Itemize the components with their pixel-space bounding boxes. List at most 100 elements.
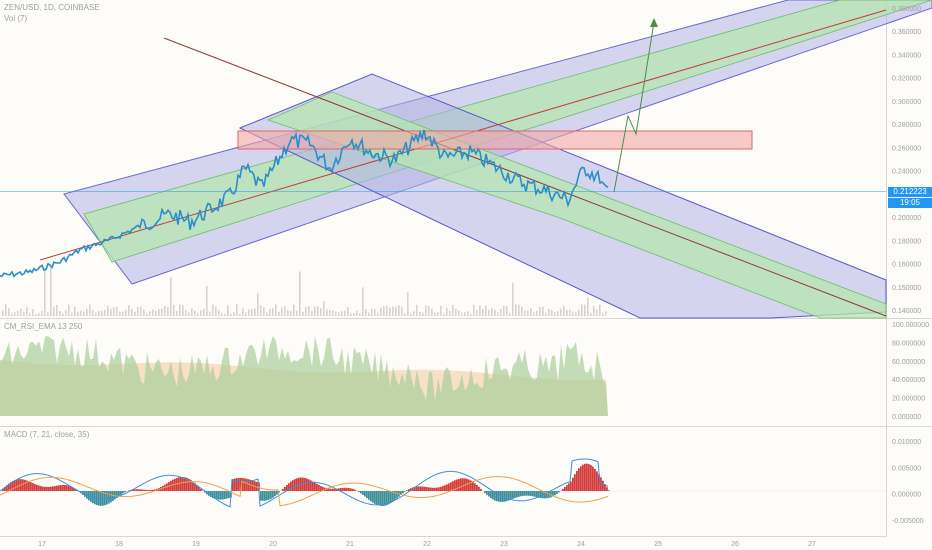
falling-median-line[interactable] [163,37,887,317]
volume-bar [536,311,538,316]
macd-axis[interactable]: 0.010000 0.005000 0.000000 -0.005000 [892,439,924,525]
projection-path[interactable] [613,21,655,193]
macd-bar [22,479,24,491]
volume-bar [179,304,181,316]
macd-bar [458,478,460,491]
volume-bar [572,311,574,316]
volume-bar [251,309,253,316]
time-tick: 20 [269,541,277,548]
volume-bar [470,314,472,316]
volume-bar [305,307,307,316]
macd-bar [518,491,520,497]
macd-bar [446,484,448,491]
volume-bar [14,312,16,316]
volume-bar [35,314,37,316]
macd-bar [148,490,150,491]
macd-bar [540,491,542,499]
volume-bar [488,309,490,316]
volume-bar [161,308,163,316]
volume-bar [182,305,184,316]
volume-bar [47,312,49,316]
macd-bar [490,491,492,499]
volume-bar [143,309,145,316]
macd-bar [344,487,346,491]
volume-bar [584,304,586,316]
rsi-tick: 20.000000 [892,396,925,403]
macd-bar [246,478,248,491]
macd-bar [264,491,266,501]
volume-bar [491,308,493,316]
macd-bar [116,491,118,498]
macd-bar [330,488,332,491]
volume-bar [8,307,10,316]
volume-bar [56,304,58,316]
macd-bar [532,491,534,497]
time-tick: 21 [346,541,354,548]
macd-bar [214,491,216,499]
volume-bar [503,306,505,316]
time-axis[interactable]: 17 18 19 20 21 22 23 24 25 26 27 [38,541,816,548]
volume-bar [215,306,217,316]
volume-bar [2,310,4,316]
macd-bar [120,491,122,495]
volume-bar [95,312,97,316]
rsi-tick: 0.000000 [892,414,921,421]
volume-bar [602,313,604,316]
macd-bar [268,491,270,500]
volume-bar [20,308,22,316]
volume-bar [359,313,361,316]
volume-bar [290,310,292,316]
macd-bar [396,491,398,499]
volume-bar [227,305,229,316]
macd-bar [194,483,196,491]
price-axis[interactable]: 0.380000 0.360000 0.340000 0.320000 0.300000… [892,6,921,315]
volume-bar [443,314,445,316]
volume-bar [158,309,160,316]
countdown-badge: 19:05 [888,198,932,208]
volume-bar [110,308,112,316]
macd-bar [112,491,114,501]
macd-bar [562,488,564,491]
volume-bar [476,310,478,316]
volume-bar [461,312,463,316]
macd-bar [36,484,38,491]
volume-bar [500,308,502,316]
macd-bar [432,487,434,491]
macd-bar [420,486,422,491]
volume-bar [80,310,82,316]
macd-tick: 0.005000 [892,465,921,472]
macd-bar [462,478,464,491]
macd-bar [338,488,340,491]
volume-bar [86,308,88,316]
volume-bar [50,267,52,316]
macd-bar [240,478,242,491]
macd-bar [566,485,568,491]
macd-bar [248,479,250,491]
macd-bar [424,486,426,491]
macd-bar [30,482,32,491]
volume-bar [11,313,13,316]
volume-bar [125,309,127,316]
rsi-axis[interactable]: 100.000000 80.000000 60.000000 40.000000 20.… [892,322,929,421]
macd-bar [410,488,412,491]
rsi-tick: 40.000000 [892,377,925,384]
price-tick: 0.380000 [892,6,921,13]
volume-bar [413,311,415,316]
resistance-zone[interactable] [237,130,753,150]
macd-bar [312,481,314,491]
macd-bar [376,491,378,505]
volume-bar [278,311,280,316]
macd-bar [236,478,238,491]
macd-bar [38,485,40,491]
macd-bar [140,489,142,491]
volume-bar [548,308,550,316]
volume-bar [32,309,34,316]
volume-bar [599,304,601,316]
rsi-legend: CM_RSI_EMA 13 250 [4,322,83,331]
volume-bar [605,311,607,316]
macd-bar [326,488,328,491]
volume-bar [527,310,529,316]
macd-bar [42,486,44,491]
price-line [0,129,609,278]
macd-bar [382,491,384,506]
